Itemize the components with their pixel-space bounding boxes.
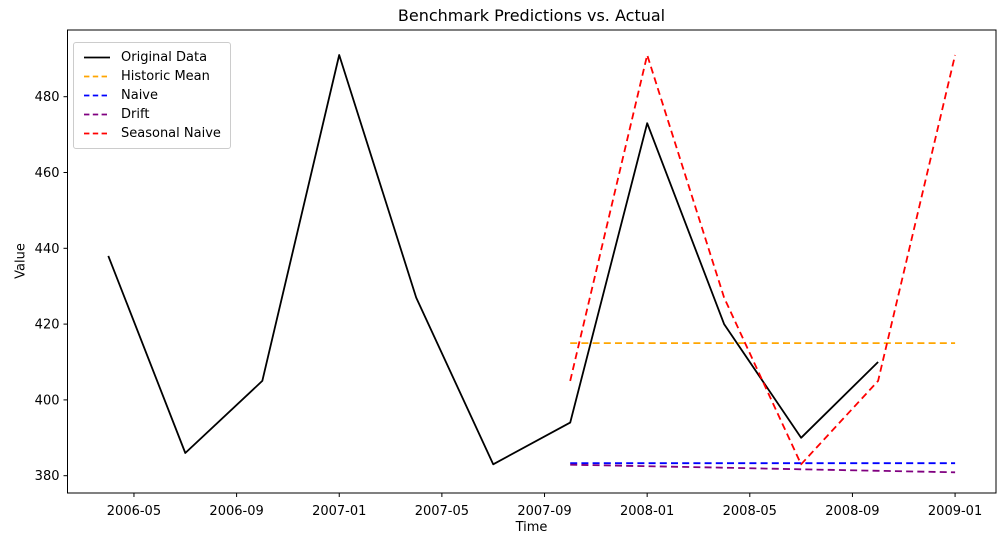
legend-label: Seasonal Naive [121,126,221,141]
y-tick-label: 440 [35,242,60,257]
series-line-original-data [107,54,879,466]
x-tick-label: 2008-01 [620,504,674,519]
legend-item-original-data: Original Data [83,48,221,67]
y-tick-label: 480 [35,90,60,105]
y-tick-label: 460 [35,166,60,181]
legend-line-sample [84,113,110,116]
legend-label: Historic Mean [121,69,210,84]
x-tick-label: 2009-01 [928,504,982,519]
legend-label: Original Data [121,50,208,65]
legend-line-sample [84,56,110,59]
legend-item-seasonal-naive: Seasonal Naive [83,124,221,143]
legend-label: Drift [121,107,150,122]
chart-title: Benchmark Predictions vs. Actual [397,6,666,25]
x-tick-label: 2008-09 [825,504,879,519]
legend-line-sample [84,75,110,78]
legend-label: Naive [121,88,158,103]
y-axis-label: Value [13,243,29,279]
legend-item-drift: Drift [83,105,221,124]
series-line-seasonal-naive [569,54,956,466]
x-tick-label: 2006-05 [107,504,161,519]
y-tick-label: 380 [35,469,60,484]
series-line-drift [570,463,956,474]
legend-item-naive: Naive [83,86,221,105]
x-tick-label: 2007-05 [415,504,469,519]
x-tick-label: 2007-01 [312,504,366,519]
x-tick-label: 2007-09 [517,504,571,519]
legend-item-historic-mean: Historic Mean [83,67,221,86]
x-tick-label: 2006-09 [209,504,263,519]
legend-line-sample [84,94,110,97]
y-tick-label: 420 [35,318,60,333]
x-axis-label: Time [515,520,548,535]
x-tick-label: 2008-05 [723,504,777,519]
legend: Original Data Historic Mean Naive Drift … [73,42,231,149]
axes-spines [67,29,997,494]
legend-line-sample [84,132,110,135]
y-tick-label: 400 [35,393,60,408]
